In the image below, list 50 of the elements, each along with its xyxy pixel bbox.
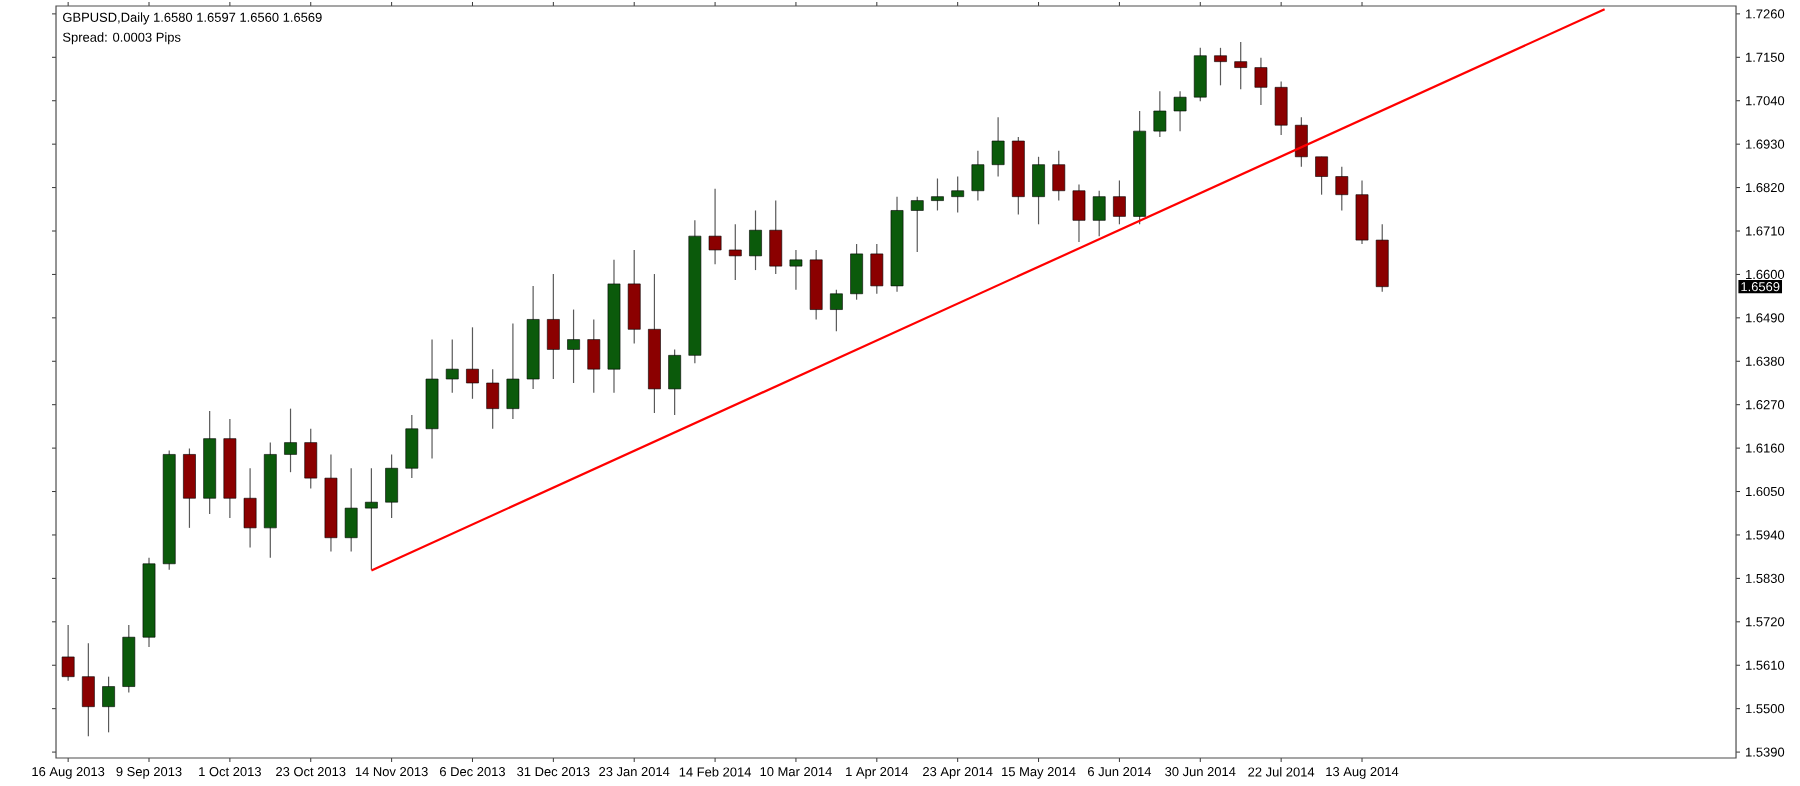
candlestick <box>1072 183 1086 243</box>
candlestick <box>304 428 318 489</box>
candlestick <box>1113 179 1126 225</box>
candlestick <box>365 467 378 571</box>
candlestick <box>627 249 641 345</box>
candlestick <box>850 243 863 301</box>
candlestick <box>1193 47 1207 102</box>
candlestick <box>102 676 115 733</box>
candlestick <box>385 453 398 519</box>
candlestick <box>991 116 1005 178</box>
candlestick <box>1315 156 1328 196</box>
candlestick <box>728 223 742 281</box>
candlestick <box>1092 190 1106 237</box>
candlestick <box>830 289 843 332</box>
candlestick <box>81 642 95 737</box>
candlestick <box>708 188 722 265</box>
candlestick <box>1153 90 1167 138</box>
candlestick <box>546 273 560 380</box>
candlestick <box>1234 41 1248 90</box>
candlestick <box>910 196 924 253</box>
candlestick <box>1335 166 1349 212</box>
candlestick <box>931 177 944 212</box>
candlestick <box>1295 116 1308 168</box>
candlestick <box>587 318 601 394</box>
candlestick <box>870 243 884 295</box>
candlestick <box>344 467 358 553</box>
candlestick <box>506 322 520 420</box>
candlestick <box>284 408 297 473</box>
candlestick <box>445 338 459 394</box>
candlestick <box>466 326 479 400</box>
candlestick <box>951 175 965 214</box>
candlestick <box>405 414 419 479</box>
candlestick <box>1254 57 1268 106</box>
candlestick <box>61 624 75 682</box>
candlestick <box>769 200 783 275</box>
candlestick <box>567 308 580 384</box>
candlestick <box>789 249 803 291</box>
candlestick <box>1274 80 1288 136</box>
candlestick <box>749 209 762 271</box>
candlestick <box>668 348 682 416</box>
candlestick <box>486 368 500 430</box>
candlestick <box>1375 223 1389 293</box>
candlestick <box>1052 150 1066 202</box>
candlestick <box>183 447 196 529</box>
candlestick <box>1032 156 1045 225</box>
candlestick <box>243 467 257 549</box>
candlestick <box>971 150 985 202</box>
candlestick <box>1214 47 1227 86</box>
candlestick <box>1355 179 1369 245</box>
candlestick <box>1173 90 1187 132</box>
